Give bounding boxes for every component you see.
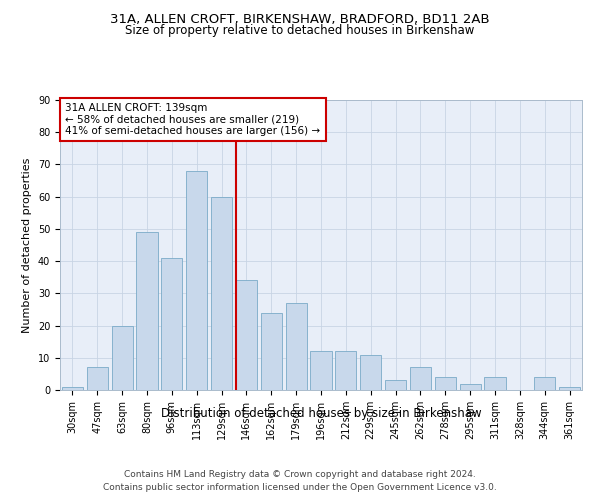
Bar bbox=[484, 377, 506, 390]
Bar bbox=[559, 387, 580, 390]
Text: Contains HM Land Registry data © Crown copyright and database right 2024.: Contains HM Land Registry data © Crown c… bbox=[124, 470, 476, 479]
Y-axis label: Number of detached properties: Number of detached properties bbox=[22, 158, 32, 332]
Bar bbox=[360, 354, 381, 390]
Bar bbox=[385, 380, 406, 390]
Bar bbox=[410, 368, 431, 390]
Bar bbox=[310, 352, 332, 390]
Text: 31A ALLEN CROFT: 139sqm
← 58% of detached houses are smaller (219)
41% of semi-d: 31A ALLEN CROFT: 139sqm ← 58% of detache… bbox=[65, 103, 320, 136]
Bar bbox=[286, 303, 307, 390]
Bar bbox=[211, 196, 232, 390]
Text: Size of property relative to detached houses in Birkenshaw: Size of property relative to detached ho… bbox=[125, 24, 475, 37]
Bar bbox=[136, 232, 158, 390]
Bar bbox=[62, 387, 83, 390]
Bar bbox=[335, 352, 356, 390]
Bar bbox=[534, 377, 555, 390]
Bar bbox=[435, 377, 456, 390]
Bar bbox=[161, 258, 182, 390]
Bar bbox=[87, 368, 108, 390]
Bar bbox=[112, 326, 133, 390]
Bar bbox=[236, 280, 257, 390]
Text: Distribution of detached houses by size in Birkenshaw: Distribution of detached houses by size … bbox=[161, 408, 481, 420]
Bar bbox=[460, 384, 481, 390]
Text: 31A, ALLEN CROFT, BIRKENSHAW, BRADFORD, BD11 2AB: 31A, ALLEN CROFT, BIRKENSHAW, BRADFORD, … bbox=[110, 12, 490, 26]
Bar bbox=[186, 171, 207, 390]
Bar bbox=[261, 312, 282, 390]
Text: Contains public sector information licensed under the Open Government Licence v3: Contains public sector information licen… bbox=[103, 482, 497, 492]
